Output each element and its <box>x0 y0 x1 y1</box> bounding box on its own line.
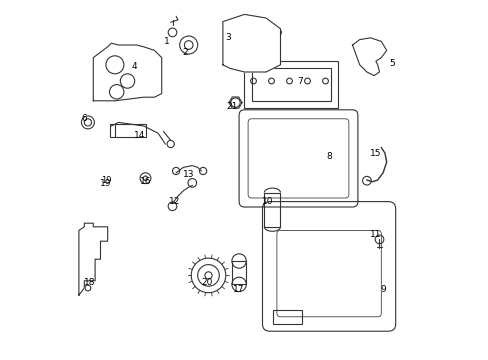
Text: 7: 7 <box>297 77 303 86</box>
Bar <box>109 124 145 137</box>
Text: 9: 9 <box>380 285 385 294</box>
Text: 21: 21 <box>226 102 237 111</box>
Text: 10: 10 <box>262 197 273 206</box>
Text: 12: 12 <box>168 197 180 206</box>
Text: 18: 18 <box>84 278 95 287</box>
Text: 4: 4 <box>132 62 137 71</box>
Text: 2: 2 <box>182 48 187 57</box>
Polygon shape <box>223 14 280 72</box>
Bar <box>231 261 246 284</box>
Bar <box>251 68 330 101</box>
Text: 16: 16 <box>140 177 151 186</box>
Text: 20: 20 <box>201 278 212 287</box>
Bar <box>244 61 337 108</box>
Text: 6: 6 <box>81 114 87 123</box>
Bar <box>264 193 280 227</box>
Text: 15: 15 <box>369 149 381 158</box>
Text: 19: 19 <box>100 179 111 188</box>
Text: 14: 14 <box>134 131 145 140</box>
Text: 1: 1 <box>164 37 170 46</box>
Polygon shape <box>79 223 107 295</box>
Bar <box>273 310 302 324</box>
Text: 19: 19 <box>101 176 111 185</box>
Text: 13: 13 <box>183 170 194 179</box>
Text: 8: 8 <box>325 152 331 161</box>
Text: 17: 17 <box>233 285 244 294</box>
Text: 5: 5 <box>388 59 394 68</box>
Text: 11: 11 <box>369 230 381 239</box>
Text: 3: 3 <box>225 33 231 42</box>
